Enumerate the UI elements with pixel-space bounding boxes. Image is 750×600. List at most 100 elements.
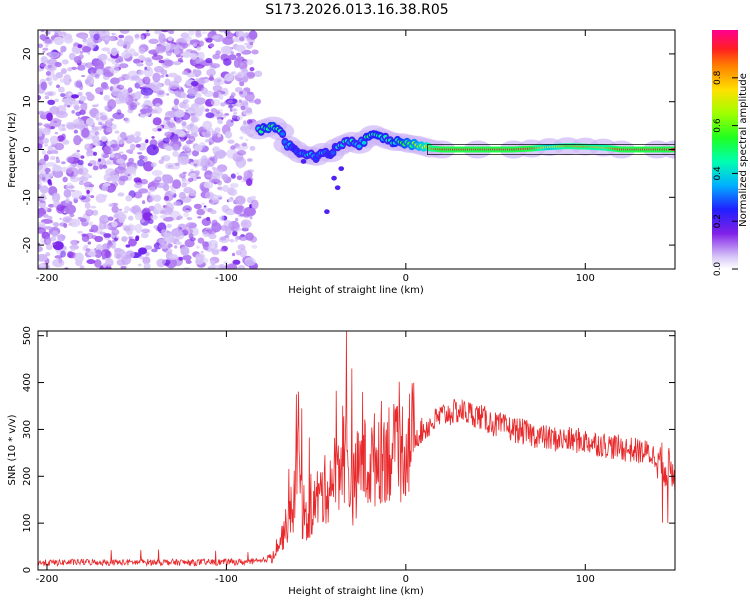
noise-blob	[239, 136, 244, 140]
noise-blob	[145, 263, 151, 268]
noise-blob	[186, 217, 193, 221]
noise-blob	[184, 209, 191, 213]
noise-blob	[189, 237, 196, 242]
snr-ylabel: SNR (10 * v/v)	[7, 414, 18, 485]
noise-blob	[210, 30, 217, 36]
noise-blob	[182, 254, 192, 261]
noise-blob	[70, 66, 78, 70]
noise-blob	[227, 139, 235, 144]
noise-blob	[75, 121, 86, 130]
noise-blob	[76, 240, 80, 244]
noise-blob	[245, 138, 249, 142]
noise-blob	[118, 178, 126, 186]
colorbar-tick-label: 0.4	[713, 166, 723, 181]
noise-blob	[105, 127, 112, 133]
noise-blob	[161, 156, 165, 160]
noise-blob	[94, 131, 100, 136]
noise-blob	[65, 167, 79, 178]
noise-blob	[214, 127, 221, 134]
noise-blob	[241, 180, 246, 183]
noise-blob	[121, 51, 131, 59]
noise-blob	[168, 80, 179, 90]
noise-blob	[142, 212, 153, 221]
noise-blob	[103, 71, 114, 78]
noise-blob	[42, 214, 49, 218]
noise-blob	[203, 181, 214, 189]
noise-blob	[170, 187, 176, 195]
noise-blob	[192, 125, 198, 130]
noise-blob	[44, 226, 53, 230]
noise-blob	[121, 236, 128, 242]
noise-blob	[46, 150, 53, 155]
x-tick-label: -100	[215, 273, 238, 284]
noise-blob	[190, 116, 199, 123]
noise-blob	[91, 126, 98, 131]
noise-blob	[164, 263, 170, 267]
noise-blob	[201, 202, 205, 206]
noise-blob	[182, 51, 191, 58]
noise-blob	[79, 95, 87, 102]
noise-blob	[173, 105, 179, 110]
noise-blob	[47, 64, 53, 69]
colorbar-gradient	[712, 30, 738, 269]
noise-blob	[39, 34, 47, 41]
noise-blob	[116, 158, 125, 164]
noise-blob	[202, 120, 213, 130]
noise-blob	[189, 39, 201, 46]
noise-blob	[102, 164, 108, 169]
noise-blob	[142, 200, 146, 205]
noise-blob	[254, 70, 263, 78]
noise-blob	[148, 205, 156, 212]
noise-field	[38, 30, 263, 269]
noise-blob	[40, 81, 48, 91]
noise-blob	[124, 117, 130, 124]
track-fragment	[338, 166, 345, 172]
noise-blob	[217, 133, 222, 138]
noise-blob	[68, 185, 75, 189]
noise-blob	[134, 33, 140, 40]
noise-blob	[212, 53, 221, 60]
noise-blob	[218, 186, 224, 191]
noise-blob	[66, 156, 74, 163]
noise-blob	[234, 227, 242, 232]
noise-blob	[85, 209, 94, 217]
noise-blob	[100, 136, 108, 142]
noise-blob	[113, 252, 123, 259]
noise-blob	[238, 99, 242, 103]
noise-blob	[85, 248, 91, 252]
noise-blob	[183, 98, 190, 103]
noise-blob	[84, 143, 92, 151]
noise-blob	[248, 30, 258, 40]
noise-blob	[90, 205, 97, 209]
noise-blob	[192, 150, 199, 157]
noise-blob	[249, 67, 255, 72]
noise-blob	[79, 218, 87, 223]
y-tick-label: -10	[22, 189, 33, 205]
noise-blob	[83, 102, 88, 106]
noise-blob	[219, 215, 225, 222]
noise-blob	[42, 47, 49, 51]
noise-blob	[78, 176, 89, 182]
noise-blob	[163, 195, 170, 201]
noise-blob	[198, 51, 205, 60]
noise-blob	[136, 63, 144, 67]
noise-blob	[59, 217, 62, 220]
noise-blob	[164, 116, 171, 121]
noise-blob	[223, 58, 232, 66]
noise-blob	[209, 43, 215, 48]
x-tick-label: 0	[403, 273, 409, 284]
colorbar: 0.0 0.2 0.4 0.6 0.8 Normalized spectral ampl…	[712, 30, 749, 276]
noise-blob	[43, 154, 49, 162]
noise-blob	[113, 152, 122, 159]
noise-blob	[203, 90, 214, 98]
noise-blob	[230, 120, 234, 123]
noise-blob	[92, 165, 99, 171]
noise-blob	[158, 159, 164, 164]
track-fragment	[334, 185, 341, 191]
noise-blob	[222, 36, 235, 46]
noise-blob	[213, 111, 224, 117]
noise-blob	[101, 47, 111, 52]
noise-blob	[86, 189, 90, 195]
noise-blob	[250, 195, 256, 200]
